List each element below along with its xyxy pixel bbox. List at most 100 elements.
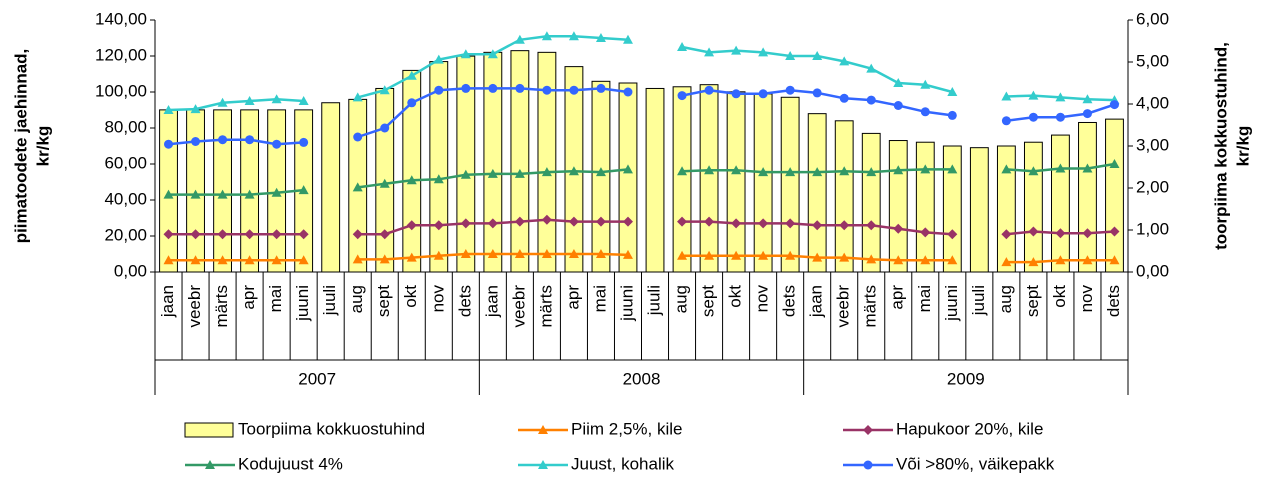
line-marker bbox=[1001, 91, 1012, 101]
bar bbox=[726, 91, 746, 273]
line-marker bbox=[380, 123, 390, 133]
bar bbox=[861, 132, 881, 273]
line-marker bbox=[595, 33, 606, 42]
line-marker bbox=[1028, 166, 1039, 176]
line-marker bbox=[163, 105, 174, 114]
line-marker bbox=[893, 223, 904, 234]
x-tick-label: apr bbox=[888, 285, 907, 310]
line-marker bbox=[541, 31, 552, 41]
line-marker bbox=[866, 220, 877, 231]
line-marker bbox=[191, 137, 201, 146]
y-axis-title: piimatoodete jaehinnad, bbox=[11, 49, 30, 244]
bar bbox=[1023, 141, 1043, 273]
x-tick-label: aug bbox=[672, 285, 691, 313]
x-tick-label: sept bbox=[374, 285, 393, 317]
x-tick-label: okt bbox=[401, 285, 420, 308]
line-marker bbox=[541, 249, 552, 258]
line-marker bbox=[623, 87, 633, 97]
line-marker bbox=[731, 89, 741, 99]
line-marker bbox=[758, 89, 768, 99]
line-marker bbox=[352, 229, 363, 240]
bar bbox=[996, 145, 1016, 273]
line-marker bbox=[460, 49, 471, 59]
line-marker bbox=[839, 93, 849, 103]
legend-label: Toorpiima kokkuostuhind bbox=[238, 419, 425, 438]
y-tick-label: 40,00 bbox=[104, 189, 147, 208]
line-marker bbox=[298, 96, 309, 105]
line-marker bbox=[163, 229, 174, 240]
line-marker bbox=[164, 139, 174, 149]
bar bbox=[969, 147, 989, 273]
group-label: 2007 bbox=[298, 369, 336, 388]
bar bbox=[753, 93, 773, 273]
legend-marker bbox=[863, 425, 873, 435]
line-marker bbox=[271, 229, 282, 240]
line-marker bbox=[352, 182, 363, 192]
line-marker bbox=[947, 255, 958, 265]
line-marker bbox=[1055, 228, 1066, 239]
line-marker bbox=[1082, 109, 1092, 119]
bar bbox=[402, 69, 422, 273]
line-marker bbox=[812, 51, 823, 60]
line-marker bbox=[406, 252, 417, 262]
x-tick-label: juuni bbox=[942, 285, 961, 322]
line-marker bbox=[460, 169, 471, 179]
line-marker bbox=[1028, 90, 1039, 100]
line-marker bbox=[947, 164, 958, 174]
line-marker bbox=[893, 165, 904, 175]
line-marker bbox=[947, 110, 957, 120]
line-marker bbox=[839, 56, 850, 66]
line-marker bbox=[1082, 94, 1093, 104]
line-marker bbox=[217, 189, 228, 199]
line-marker bbox=[514, 249, 525, 258]
y2-axis-title: toorpiima kokkuostuhind, bbox=[1211, 42, 1230, 250]
bar bbox=[1051, 134, 1070, 273]
line-marker bbox=[1028, 257, 1039, 267]
line-marker bbox=[488, 83, 498, 93]
line-marker bbox=[920, 227, 931, 238]
line-marker bbox=[272, 139, 282, 149]
x-tick-label: juuli bbox=[969, 285, 988, 316]
line-marker bbox=[541, 167, 552, 177]
x-tick-label: aug bbox=[996, 285, 1015, 313]
legend-marker bbox=[863, 460, 873, 470]
line-marker bbox=[595, 249, 606, 258]
x-tick-label: juuli bbox=[320, 285, 339, 316]
line-marker bbox=[596, 83, 606, 93]
line-marker bbox=[785, 51, 796, 60]
line-marker bbox=[731, 45, 742, 55]
line-marker bbox=[1001, 229, 1012, 240]
line-marker bbox=[812, 252, 823, 262]
line-marker bbox=[595, 216, 606, 227]
x-tick-label: juuli bbox=[644, 285, 663, 316]
line-marker bbox=[1055, 112, 1065, 122]
line-marker bbox=[1055, 92, 1066, 102]
x-tick-label: okt bbox=[726, 285, 745, 308]
y-tick-label: 0,00 bbox=[114, 261, 147, 280]
line-marker bbox=[487, 249, 498, 258]
line-marker bbox=[785, 250, 796, 260]
line-marker bbox=[298, 229, 309, 240]
bar bbox=[618, 82, 638, 273]
line-marker bbox=[785, 218, 796, 229]
line-marker bbox=[866, 63, 877, 73]
line-marker bbox=[271, 94, 282, 104]
line-marker bbox=[1082, 255, 1093, 265]
line-marker bbox=[1109, 255, 1120, 265]
y2-tick-label: 0,00 bbox=[1136, 261, 1169, 280]
bar bbox=[699, 84, 719, 273]
line-marker bbox=[622, 34, 633, 44]
line-marker bbox=[352, 254, 363, 264]
line-marker bbox=[217, 255, 228, 265]
line-marker bbox=[217, 229, 228, 240]
bar bbox=[807, 113, 827, 273]
line-marker bbox=[244, 229, 255, 240]
legend-marker bbox=[205, 460, 215, 469]
line-marker bbox=[433, 220, 444, 231]
line-marker bbox=[245, 135, 255, 145]
line-marker bbox=[1109, 226, 1120, 237]
x-tick-label: jaan bbox=[158, 285, 177, 318]
x-tick-label: apr bbox=[239, 285, 258, 310]
y2-tick-label: 5,00 bbox=[1136, 51, 1169, 70]
bar bbox=[537, 51, 557, 273]
